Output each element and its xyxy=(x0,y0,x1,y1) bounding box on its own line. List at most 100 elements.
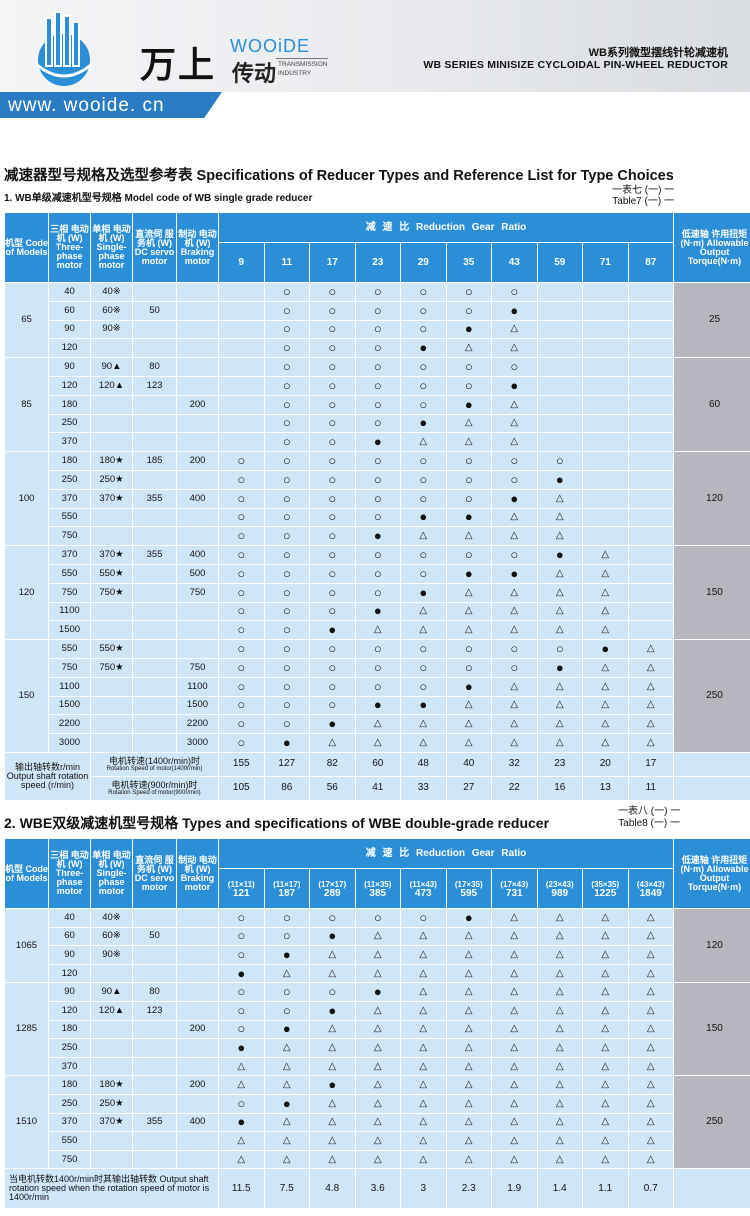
ratio-symbol-cell: △ xyxy=(491,714,538,735)
table-row: 550 ○ ○ ○ ○ ● ● △ △ xyxy=(5,507,750,528)
ratio-symbol-cell: ● xyxy=(536,545,583,565)
ratio-symbol-cell xyxy=(536,375,583,396)
ratio-symbol-cell: △ xyxy=(354,620,401,641)
ratio-symbol-cell: ○ xyxy=(218,563,265,584)
ratio-symbol-cell xyxy=(627,488,675,509)
ratio-symbol-cell: △ xyxy=(536,1112,583,1133)
motor-brake-cell xyxy=(176,338,219,359)
motor-dc-cell xyxy=(132,1149,177,1170)
ratio-symbol-cell: ○ xyxy=(263,413,310,434)
ratio-symbol-cell: ○ xyxy=(263,601,310,622)
ratio-symbol-cell xyxy=(582,413,629,434)
ratio-value: 989 xyxy=(551,887,569,899)
ratio-symbol-cell: ○ xyxy=(445,657,492,678)
ratio-symbol-cell: △ xyxy=(627,982,675,1002)
ratio-symbol-cell: △ xyxy=(445,945,492,965)
motor-single-cell: 60※ xyxy=(90,300,133,321)
ratio-combo: (11×43) xyxy=(409,879,437,889)
brand-divider xyxy=(276,58,328,59)
motor-brake-cell xyxy=(176,908,219,928)
motor-brake-cell: 750 xyxy=(176,582,219,603)
website-url[interactable]: www. wooide. cn xyxy=(8,95,165,116)
ratio-symbol-cell: △ xyxy=(400,1112,447,1133)
ratio-header-595: (17×35) 595 xyxy=(445,868,492,909)
speed-900-cell: 86 xyxy=(263,775,310,801)
ratio-symbol-cell: △ xyxy=(582,1038,629,1058)
header-model: 机型 Code of Models xyxy=(4,212,49,283)
ratio-symbol-cell: △ xyxy=(536,963,583,984)
ratio-symbol-cell xyxy=(627,507,675,528)
ratio-value: 473 xyxy=(414,887,432,899)
ratio-symbol-cell: △ xyxy=(309,1056,356,1077)
ratio-symbol-cell: △ xyxy=(627,1056,675,1077)
ratio-symbol-cell: ○ xyxy=(445,639,492,659)
header-dc-servo: 直流伺 服务机 (W) DC servo motor xyxy=(132,212,177,283)
speed-900-cell: 41 xyxy=(354,775,401,801)
motor-dc-cell xyxy=(132,507,177,528)
ratio-header-121: (11×11) 121 xyxy=(218,868,265,909)
table-row: 750 750★ 750 ○ ○ ○ ○ ○ ○ ○ ● △ △ xyxy=(5,657,750,678)
ratio-symbol-cell xyxy=(218,413,265,434)
ratio-symbol-cell: △ xyxy=(491,601,538,622)
motor-three-cell: 550 xyxy=(48,563,91,584)
motor-brake-cell: 200 xyxy=(176,451,219,471)
ratio-symbol-cell: ○ xyxy=(263,469,310,490)
ratio-symbol-cell: ○ xyxy=(309,563,356,584)
ratio-symbol-cell: △ xyxy=(309,1093,356,1114)
ratio-symbol-cell: △ xyxy=(536,1093,583,1114)
ratio-symbol-cell: ○ xyxy=(263,375,310,396)
table1-subtitle: 1. WB单级减速机型号规格 Model code of WB single g… xyxy=(4,193,313,204)
ratio-value: 187 xyxy=(278,887,296,899)
motor-brake-cell xyxy=(176,357,219,377)
ratio-symbol-cell xyxy=(627,545,675,565)
ratio-symbol-cell: △ xyxy=(582,1000,629,1021)
motor-three-cell: 550 xyxy=(48,1131,91,1151)
ratio-symbol-cell: ● xyxy=(309,714,356,735)
ratio-symbol-cell: ● xyxy=(218,1112,265,1133)
ratio-header-385: (11×35) 385 xyxy=(354,868,401,909)
ratio-symbol-cell: △ xyxy=(263,1149,310,1170)
header-braking: 制动 电动机 (W) Braking motor xyxy=(176,212,219,283)
motor-dc-cell: 185 xyxy=(132,451,177,471)
ratio-symbol-cell: △ xyxy=(491,620,538,641)
ratio-symbol-cell: △ xyxy=(354,963,401,984)
motor-single-cell: 40※ xyxy=(90,282,133,302)
ratio-symbol-cell: ○ xyxy=(445,300,492,321)
ratio-symbol-cell: △ xyxy=(491,413,538,434)
ratio-symbol-cell: ○ xyxy=(309,300,356,321)
table-row: 85 90 90▲ 80 ○ ○ ○ ○ ○ ○ 60 xyxy=(4,357,750,453)
ratio-symbol-cell: △ xyxy=(536,982,583,1002)
ratio-symbol-cell: ○ xyxy=(445,282,492,302)
ratio-symbol-cell: △ xyxy=(445,1112,492,1133)
table-row: 120 ○ ○ ○ ● △ △ xyxy=(5,338,750,359)
ratio-symbol-cell: ○ xyxy=(354,451,401,471)
motor-three-cell: 120 xyxy=(48,963,91,984)
ratio-symbol-cell: ○ xyxy=(218,676,265,697)
ratio-symbol-cell: △ xyxy=(263,1075,310,1095)
motor-three-cell: 120 xyxy=(48,375,91,396)
speed-1400-cell: 23 xyxy=(536,751,583,777)
motor-single-cell: 750★ xyxy=(90,657,133,678)
ratio-symbol-cell: △ xyxy=(491,1075,538,1095)
ratio-symbol-cell: △ xyxy=(400,1149,447,1170)
motor-brake-cell: 200 xyxy=(176,1075,219,1095)
ratio-symbol-cell: △ xyxy=(400,982,447,1002)
ratio-symbol-cell: ○ xyxy=(491,282,538,302)
table-row: 2200 2200 ○ ○ ● △ △ △ △ △ △ △ xyxy=(5,714,750,735)
motor-brake-cell: 3000 xyxy=(176,733,219,753)
header-single-phase: 单相 电动机 (W) Single- phase motor xyxy=(90,838,133,909)
header-three-phase: 三相 电动机 (W) Three- phase motor xyxy=(48,838,91,909)
ratio-symbol-cell: ○ xyxy=(218,733,265,753)
motor-dc-cell xyxy=(132,945,177,965)
ratio-symbol-cell: ○ xyxy=(309,469,356,490)
ratio-symbol-cell: △ xyxy=(627,1038,675,1058)
ratio-symbol-cell: ○ xyxy=(354,507,401,528)
page-header: 万上 WOOiDE 传动 TRANSMISSION INDUSTRY WB系列微… xyxy=(0,0,750,92)
motor-brake-cell xyxy=(176,526,219,547)
ratio-symbol-cell: ○ xyxy=(263,563,310,584)
ratio-symbol-cell: ○ xyxy=(218,908,265,928)
ratio-symbol-cell: △ xyxy=(445,926,492,947)
table-row: 120 ● △ △ △ △ △ △ △ △ △ xyxy=(5,963,750,984)
ratio-symbol-cell xyxy=(627,526,675,547)
ratio-symbol-cell: △ xyxy=(491,982,538,1002)
